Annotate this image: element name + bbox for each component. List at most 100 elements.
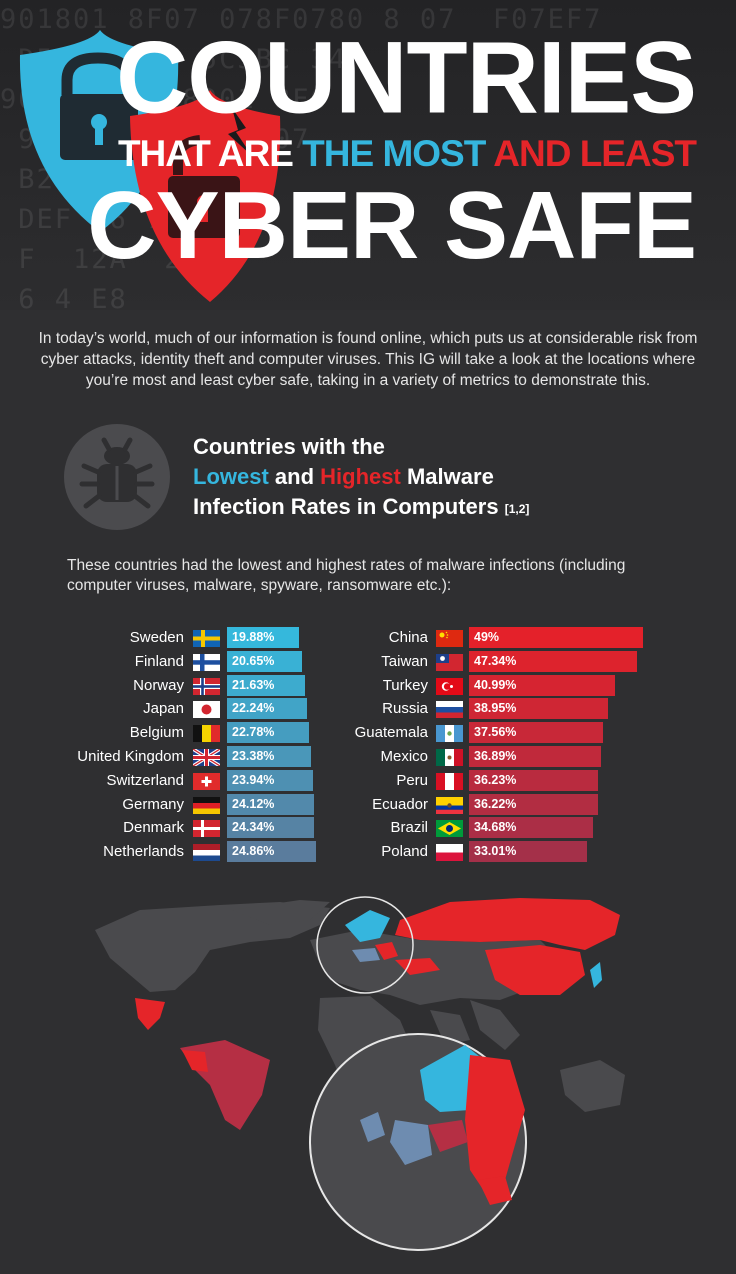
red-shield-icon (130, 90, 281, 302)
country-label: Mexico (380, 748, 428, 765)
flag-germany-icon (193, 796, 220, 814)
bar-value-label: 23.94% (232, 772, 275, 787)
bar: 19.88% (227, 627, 299, 648)
country-label: Switzerland (106, 771, 184, 789)
bar-row: Mexico 36.89% (0, 746, 601, 768)
bar-row: Finland 20.65% (0, 650, 360, 673)
map-europe-inset-small (316, 896, 414, 994)
bar-value-label: 36.22% (474, 796, 517, 811)
bar-row: Japan 22.24% (0, 698, 360, 720)
title-countries: COUNTRIES (116, 20, 697, 136)
bar-value-label: 21.63% (232, 677, 275, 692)
bar-row: Ecuador 36.22% (0, 793, 599, 816)
bar: 38.95% (469, 698, 608, 720)
bar-row: Denmark 24.34% (0, 817, 360, 839)
bar-value-label: 22.78% (232, 725, 275, 740)
bar-value-label: 49% (474, 630, 500, 644)
bar: 24.34% (227, 817, 315, 839)
bar-value-label: 22.24% (232, 701, 275, 716)
bar-value-label: 20.65% (232, 653, 275, 668)
bar: 22.78% (227, 722, 309, 744)
section-title-highest: Highest (320, 464, 401, 489)
bar-row: Brazil 34.68% (0, 817, 593, 839)
flag-poland-icon (436, 844, 463, 862)
bar: 36.89% (469, 746, 601, 767)
bar-row: Poland 33.01% (0, 841, 587, 863)
bar: 47.34% (469, 650, 638, 672)
bar: 20.65% (227, 650, 302, 672)
country-label: Japan (143, 700, 184, 718)
bar: 34.68% (469, 817, 593, 839)
bar-row: Belgium 22.78% (0, 722, 360, 744)
flag-taiwan-icon (436, 653, 463, 671)
country-label: China (388, 629, 428, 646)
title-and-least: AND LEAST (493, 133, 697, 174)
flag-turkey-icon (436, 677, 463, 695)
bar-value-label: 40.99% (474, 677, 517, 692)
bar-row: Peru 36.23% (0, 769, 599, 792)
country-label: Belgium (129, 724, 184, 742)
map-japan (590, 962, 602, 988)
flag-japan-icon (193, 701, 220, 719)
bar-row: United Kingdom 23.38% (0, 746, 360, 768)
bar-row: Switzerland 23.94% (0, 769, 360, 792)
bar: 24.12% (227, 793, 314, 815)
bar: 37.56% (469, 722, 603, 744)
flag-sweden-icon (193, 630, 220, 647)
country-label: United Kingdom (77, 748, 184, 765)
bar-row: Germany 24.12% (0, 793, 360, 816)
header-banner: 901801 8F07 078F0780 8 07 F07EF7 D5 D5 6… (0, 0, 736, 310)
country-label: Brazil (390, 819, 428, 837)
bar-value-label: 38.95% (474, 701, 517, 716)
bar: 36.23% (469, 769, 599, 791)
bar: 40.99% (469, 674, 615, 696)
bar: 36.22% (469, 793, 599, 815)
bar-row: Sweden 19.88% (0, 627, 360, 649)
flag-netherlands-icon (193, 844, 220, 862)
flag-mexico-icon (436, 749, 463, 766)
country-label: Germany (122, 795, 184, 813)
flag-finland-icon (193, 653, 220, 671)
bar-value-label: 33.01% (474, 844, 517, 859)
section-title-line2: Lowest and Highest Malware (193, 462, 529, 492)
section-title-lowest: Lowest (193, 464, 269, 489)
bar: 24.86% (227, 841, 316, 863)
bar-value-label: 47.34% (474, 653, 517, 668)
bar: 33.01% (469, 841, 587, 863)
shield-lock-illustration (19, 30, 281, 302)
country-label: Sweden (129, 629, 184, 646)
bar-value-label: 37.56% (474, 725, 517, 740)
flag-peru-icon (436, 772, 463, 790)
bar-row: China 49% (0, 627, 643, 649)
flag-brazil-icon (436, 820, 463, 838)
bar: 21.63% (227, 674, 305, 696)
country-label: Norway (133, 676, 184, 694)
intro-paragraph: In today’s world, much of our informatio… (38, 330, 698, 389)
country-label: Guatemala (354, 724, 428, 742)
bar-row: Taiwan 47.34% (0, 650, 638, 673)
bar-value-label: 24.86% (232, 844, 275, 859)
flag-denmark-icon (193, 820, 220, 838)
bar-value-label: 36.23% (474, 772, 517, 787)
country-label: Peru (396, 771, 428, 789)
title-that-are: THAT ARE (117, 133, 294, 174)
bar-value-label: 36.89% (474, 749, 517, 763)
world-map (95, 896, 625, 1251)
title-the-most: THE MOST (302, 133, 486, 174)
bar: 22.24% (227, 698, 308, 720)
map-red-russia-china (395, 898, 620, 995)
section-title-malware: Malware (406, 464, 494, 489)
title-subline: THAT ARE THE MOST AND LEAST (117, 132, 697, 176)
flag-switzerland-icon (193, 772, 220, 790)
bar-value-label: 34.68% (474, 820, 517, 835)
country-label: Ecuador (372, 795, 428, 813)
bar: 23.38% (227, 746, 311, 767)
flag-uk-icon (193, 749, 220, 766)
country-label: Poland (381, 843, 428, 861)
bar-value-label: 24.34% (232, 820, 275, 835)
flag-russia-icon (436, 701, 463, 719)
bar-row: Guatemala 37.56% (0, 722, 603, 744)
flag-china-icon (436, 630, 463, 647)
bar-value-label: 23.38% (232, 749, 275, 763)
section-title-ref: [1,2] (504, 502, 530, 516)
